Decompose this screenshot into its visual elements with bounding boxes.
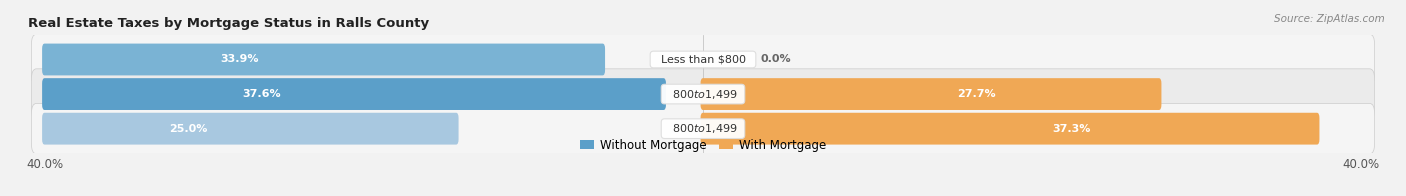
FancyBboxPatch shape [700,78,1161,110]
FancyBboxPatch shape [42,44,605,75]
Text: $800 to $1,499: $800 to $1,499 [665,88,741,101]
Text: Less than $800: Less than $800 [654,54,752,64]
Text: $800 to $1,499: $800 to $1,499 [665,122,741,135]
Text: 33.9%: 33.9% [221,54,259,64]
Text: 37.3%: 37.3% [1052,124,1091,134]
FancyBboxPatch shape [700,113,1319,145]
Text: 25.0%: 25.0% [169,124,208,134]
Text: 37.6%: 37.6% [242,89,281,99]
Text: 0.0%: 0.0% [761,54,792,64]
Legend: Without Mortgage, With Mortgage: Without Mortgage, With Mortgage [575,134,831,156]
FancyBboxPatch shape [42,113,458,145]
FancyBboxPatch shape [31,34,1375,85]
FancyBboxPatch shape [42,78,666,110]
FancyBboxPatch shape [31,69,1375,119]
Text: 27.7%: 27.7% [957,89,995,99]
FancyBboxPatch shape [31,103,1375,154]
Text: Real Estate Taxes by Mortgage Status in Ralls County: Real Estate Taxes by Mortgage Status in … [28,17,429,30]
Text: Source: ZipAtlas.com: Source: ZipAtlas.com [1274,14,1385,24]
